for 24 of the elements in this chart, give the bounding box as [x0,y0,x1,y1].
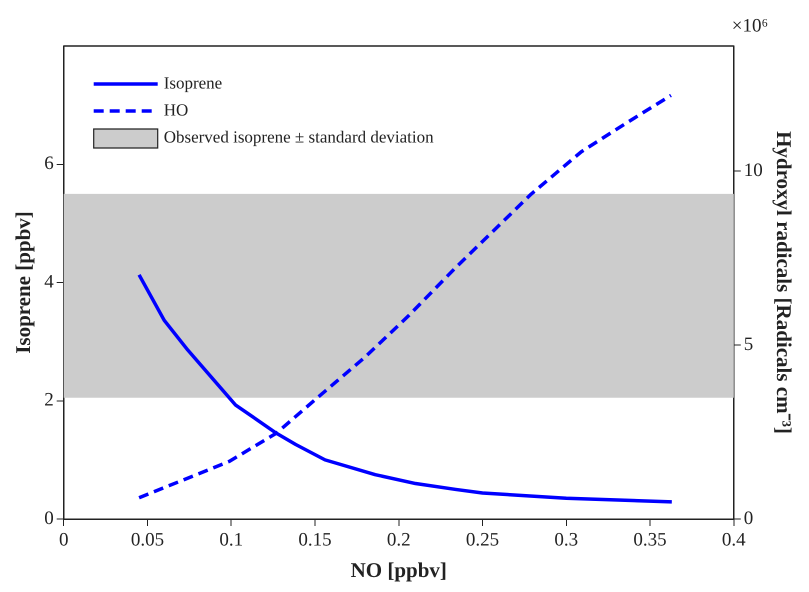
legend-label: Observed isoprene ± standard deviation [164,127,434,146]
x-tick-label: 0.1 [219,529,244,550]
x-tick-label: 0.05 [130,529,164,550]
line-series [137,94,673,500]
y-tick-label: 4 [44,271,54,292]
y-tick-label: 6 [44,153,54,174]
legend-label: HO [164,100,188,120]
x-tick-label: 0.35 [633,529,667,550]
x-tick-label: 0 [58,529,68,550]
x-tick-label: 0.4 [722,529,746,550]
x-tick-label: 0.25 [466,529,500,550]
x-tick-label: 0.3 [554,529,578,550]
x-axis-title: NO [ppbv] [350,558,447,582]
x-tick-label: 0.2 [386,529,411,550]
y2-axis-title: Hydroxyl radicals [Radicals cm⁻³] [772,131,796,434]
x-tick-label: 0.15 [298,529,332,550]
y2-tick-label: 10 [744,160,763,182]
legend-label: Isoprene [164,73,222,92]
y-tick-label: 2 [44,390,54,411]
y2-tick-label: 0 [744,508,754,529]
text: ×10⁶ [732,15,768,36]
y2-tick-label: 5 [744,334,754,356]
y-axis-title: Isoprene [ppbv] [11,211,36,354]
y-tick-label: 0 [44,508,54,529]
